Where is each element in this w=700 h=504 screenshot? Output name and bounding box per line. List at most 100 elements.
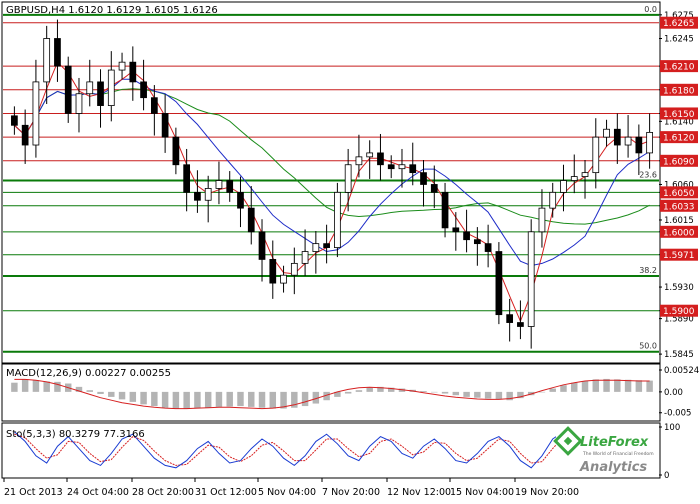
candle-body — [290, 262, 298, 276]
level-price-tag — [660, 154, 698, 167]
macd-bar — [151, 391, 158, 407]
fibonacci-levels: 0.0 23.6 38.2 50.0 — [3, 5, 659, 353]
macd-tick-label: 0.00524 — [664, 366, 699, 376]
candle-body — [237, 191, 244, 209]
candle-body — [150, 97, 158, 114]
time-tick-label: 7 Nov 20:00 — [322, 487, 380, 498]
candle-body — [387, 164, 395, 170]
candle-body — [581, 172, 589, 177]
time-tick-label: 28 Oct 20:00 — [132, 487, 194, 498]
candle-body — [194, 191, 201, 201]
time-tick-label: 24 Oct 04:00 — [67, 487, 129, 498]
macd-bar — [129, 391, 137, 402]
macd-bar — [517, 391, 524, 399]
candle-body — [538, 207, 546, 233]
macd-bar — [646, 380, 653, 392]
macd-bar — [452, 391, 460, 396]
macd-signal-line — [14, 378, 650, 410]
logo-product: Analytics — [579, 460, 647, 475]
price-tick-label: 1.6245 — [664, 35, 694, 45]
macd-bar — [237, 391, 244, 407]
macd-bar — [377, 386, 384, 392]
candle-body — [172, 136, 180, 166]
candle-body — [280, 274, 287, 284]
candle-body — [624, 136, 632, 146]
candle-body — [355, 156, 363, 166]
time-tick-label: 31 Oct 12:00 — [195, 487, 257, 498]
time-tick-label: 21 Oct 2013 — [4, 487, 63, 498]
level-price-tag — [660, 131, 698, 144]
macd-bar — [258, 391, 266, 408]
price-tick-label: 1.5845 — [664, 350, 694, 360]
macd-bar — [431, 391, 438, 393]
stochastic-tick-label: 0 — [664, 471, 669, 481]
macd-bar — [420, 391, 427, 392]
macd-bar — [280, 391, 287, 409]
fib-level-label: 23.6 — [639, 171, 657, 180]
level-price-tag — [660, 107, 698, 120]
level-price-tag-label: 1.6033 — [663, 202, 695, 212]
candle-body — [517, 322, 524, 327]
level-price-tag-label: 1.6000 — [663, 228, 695, 238]
price-tick-label: 1.6015 — [664, 216, 694, 226]
macd-bar — [603, 378, 610, 392]
candle-body — [226, 180, 234, 193]
macd-bar — [140, 391, 147, 405]
macd-bar — [21, 379, 29, 392]
price-panel-title: GBPUSD,H4 1.6120 1.6129 1.6105 1.6126 — [6, 5, 218, 16]
macd-bar — [463, 391, 470, 397]
candle-body — [64, 65, 72, 114]
candle-body — [377, 152, 384, 166]
macd-bar — [323, 391, 330, 401]
candle-body — [75, 93, 83, 114]
macd-panel: MACD(12,26,9) 0.00227 0.00255 — [1, 363, 661, 422]
candle-body — [560, 180, 567, 193]
fib-level-label: 50.0 — [639, 342, 657, 351]
level-price-tag — [660, 16, 698, 29]
stochastic-tick-label: 100 — [664, 423, 680, 433]
candle-body — [247, 207, 255, 233]
macd-bar — [549, 388, 556, 392]
candle-body — [646, 131, 653, 154]
level-price-tag-label: 1.6090 — [663, 157, 695, 167]
candle-body — [463, 231, 470, 241]
macd-bar — [344, 391, 352, 394]
fib-level-label: 38.2 — [639, 266, 657, 275]
macd-bar — [97, 391, 104, 394]
candle-body — [592, 136, 600, 174]
macd-bar — [366, 387, 373, 392]
macd-bar — [172, 391, 180, 409]
stochastic-panel: Sto(5,3,3) 80.3279 77.3166 LiteForex The… — [1, 422, 661, 479]
time-axis: 21 Oct 2013 24 Oct 04:00 28 Oct 20:00 31 Oc… — [3, 478, 579, 498]
macd-bar — [204, 391, 212, 408]
level-price-tag-label: 1.6265 — [663, 19, 695, 29]
level-price-tag-label: 1.6210 — [663, 63, 695, 73]
candle-body — [11, 115, 18, 126]
candle-body — [452, 227, 460, 233]
macd-bar — [75, 386, 83, 392]
macd-bar — [635, 380, 643, 392]
stochastic-axis: 100 0 — [659, 423, 680, 481]
macd-bar — [194, 391, 201, 409]
candle-body — [161, 113, 169, 138]
liteforex-logo: LiteForex The World of Financial Freedom… — [553, 426, 659, 475]
macd-bar — [614, 379, 621, 392]
level-price-tag — [660, 248, 698, 261]
macd-bar — [592, 379, 600, 392]
candle-body — [43, 38, 51, 83]
price-tick-label: 1.6060 — [664, 180, 694, 190]
macd-bar — [301, 391, 309, 407]
macd-tick-label: 0.00 — [664, 388, 683, 398]
macd-bar — [484, 391, 492, 399]
candle-body — [495, 251, 503, 316]
candlesticks — [11, 19, 653, 349]
candle-body — [409, 164, 417, 174]
candle-body — [484, 243, 492, 252]
price-tick-label: 1.6140 — [664, 117, 694, 127]
level-price-tag — [660, 225, 698, 238]
macd-tick-label: -0.005 — [664, 409, 691, 419]
macd-bar — [474, 391, 481, 398]
macd-bar — [571, 382, 578, 392]
level-price-tag-label: 1.6180 — [663, 86, 695, 96]
